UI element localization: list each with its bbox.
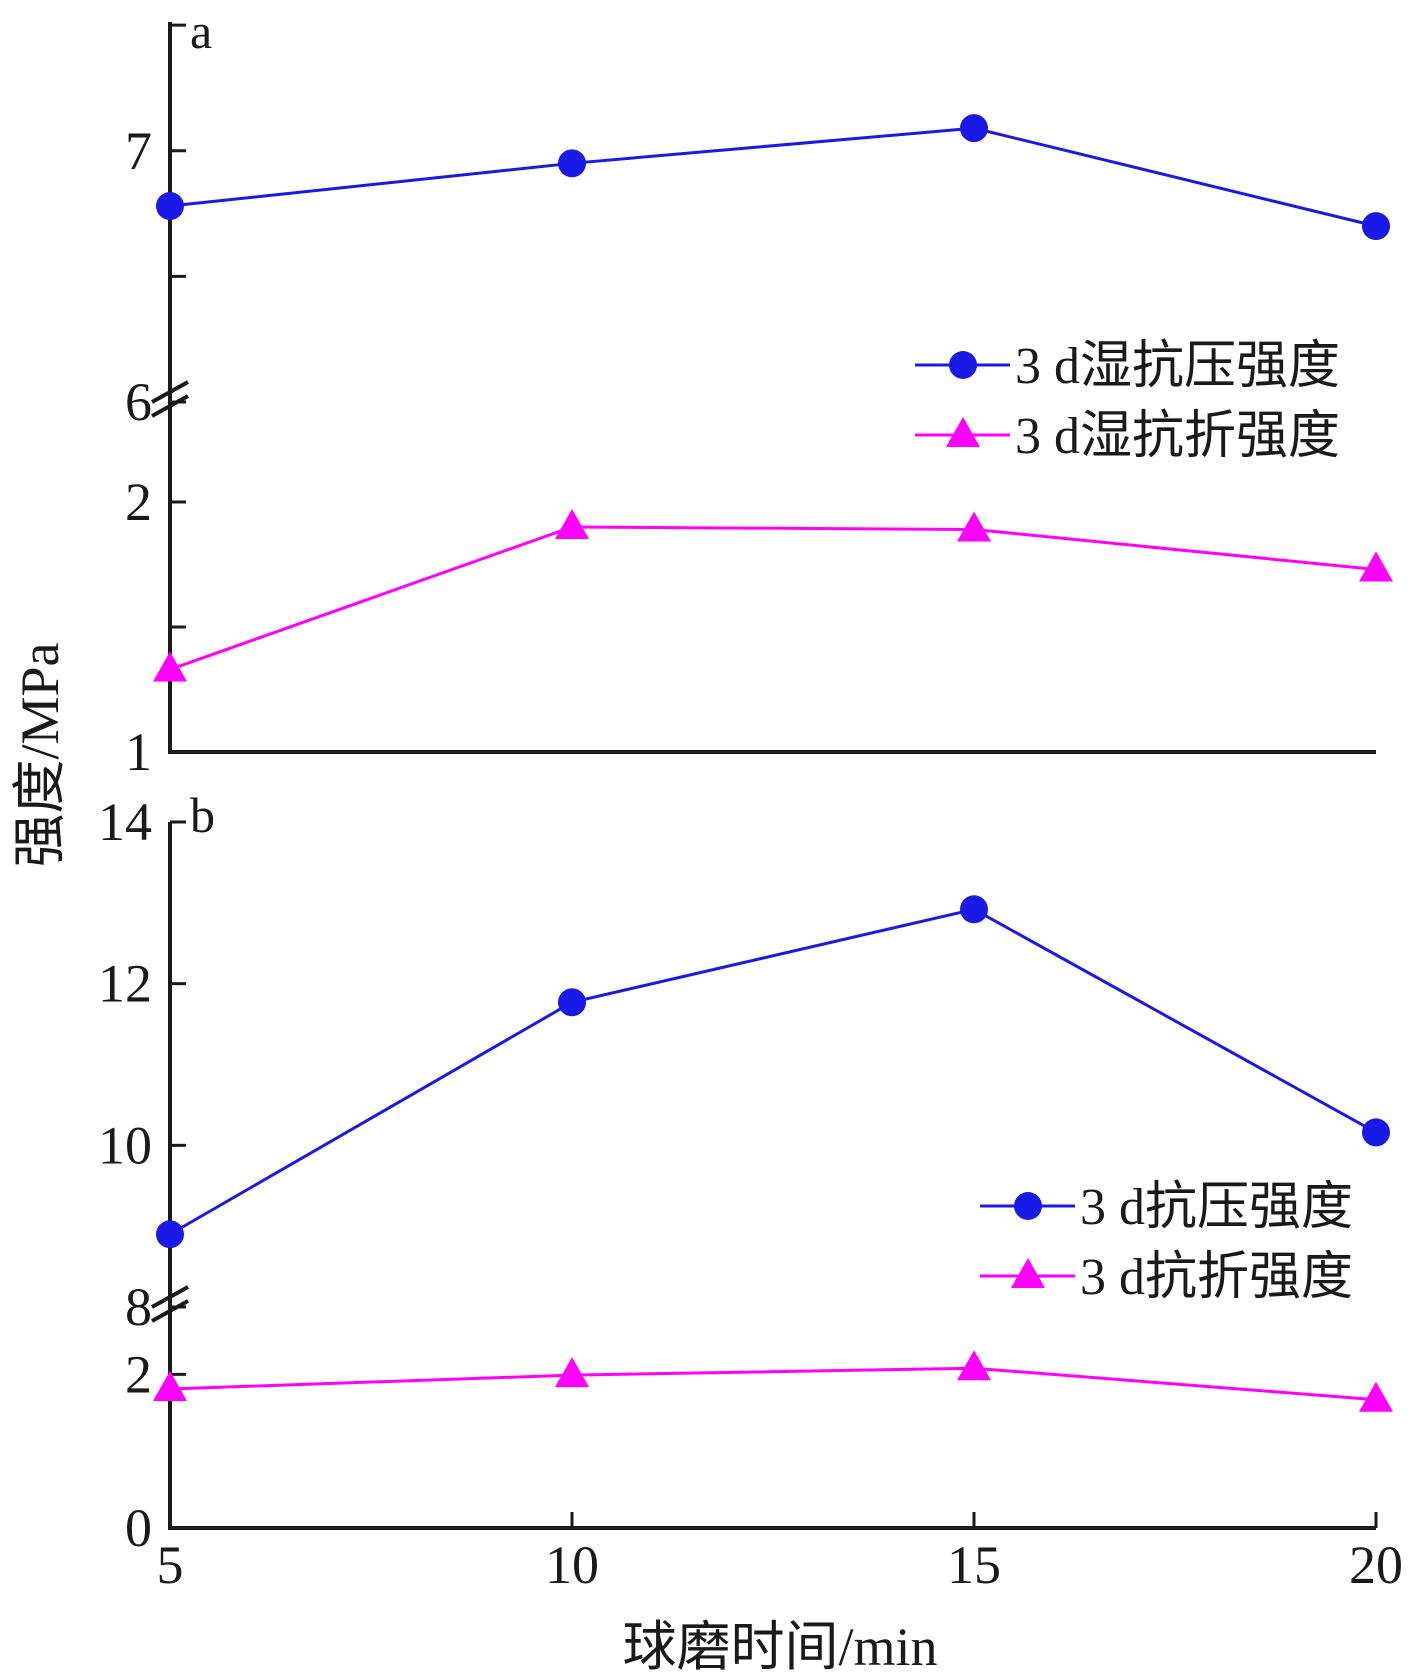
panel-b-series-line xyxy=(169,1366,1377,1402)
panel-b-label: b xyxy=(190,787,215,843)
x-tick-label: 15 xyxy=(947,1535,1001,1595)
x-tick-label: 20 xyxy=(1349,1535,1403,1595)
panel-b-legend-label: 3 d抗折强度 xyxy=(1080,1249,1353,1306)
panel-a-y-tick-label: 1 xyxy=(125,722,152,782)
panel-b-y-tick-label: 2 xyxy=(125,1344,152,1404)
panel-b-y-tick-label: 12 xyxy=(98,954,152,1014)
panel-a-data-point xyxy=(153,651,187,682)
panel-b-legend-label: 3 d抗压强度 xyxy=(1080,1179,1353,1236)
panel-a-y-tick-label: 2 xyxy=(125,472,152,532)
panel-a-axis-break-2 xyxy=(151,394,189,418)
panel-a-data-point xyxy=(1362,212,1390,241)
panel-a-data-point xyxy=(555,509,589,539)
panel-b-axis-break-1 xyxy=(151,1285,189,1309)
panel-a-data-point xyxy=(558,149,586,178)
panel-a-series-line xyxy=(169,126,1377,228)
x-tick-label: 5 xyxy=(157,1535,184,1595)
panel-a-data-point xyxy=(957,511,991,542)
panel-a-data-point xyxy=(960,114,988,143)
panel-a-legend-marker xyxy=(949,351,977,379)
panel-b-axis-break-2 xyxy=(151,1299,189,1323)
panel-b-series-line xyxy=(169,907,1377,1236)
panel-a-label: a xyxy=(190,3,212,59)
panel-b-data-point xyxy=(1359,1381,1393,1412)
panel-a-y-tick-label: 6 xyxy=(125,372,152,432)
panel-a-legend-label: 3 d湿抗压强度 xyxy=(1015,338,1340,395)
panel-b-data-point xyxy=(153,1370,187,1401)
panel-a-data-point xyxy=(156,192,184,221)
panel-b-data-point xyxy=(960,895,988,924)
x-tick-label: 10 xyxy=(545,1535,599,1595)
panel-b-y-tick-label: 10 xyxy=(98,1115,152,1175)
panel-a-legend-label: 3 d湿抗折强度 xyxy=(1015,408,1340,465)
panel-b-legend-marker xyxy=(1014,1192,1042,1220)
x-axis-title: 球磨时间/min xyxy=(622,1617,937,1677)
panel-a-series-line xyxy=(169,525,1377,671)
panel-b-data-point xyxy=(558,988,586,1017)
panel-a-y-tick-label: 7 xyxy=(125,121,152,181)
panel-a-axis-break-1 xyxy=(151,380,189,404)
panel-b-y-tick-label: 14 xyxy=(98,792,152,852)
panel-b-legend-marker xyxy=(1011,1258,1045,1288)
panel-b-data-point xyxy=(156,1220,184,1249)
panel-a-legend-marker xyxy=(946,417,980,447)
panel-b-data-point xyxy=(555,1357,589,1388)
y-axis-title: 强度/MPa xyxy=(10,642,70,867)
panel-b-data-point xyxy=(957,1350,991,1381)
panel-b-y-tick-label: 0 xyxy=(125,1498,152,1558)
panel-b-y-tick-label: 8 xyxy=(125,1277,152,1337)
panel-a-data-point xyxy=(1359,551,1393,582)
panel-b-data-point xyxy=(1362,1118,1390,1147)
